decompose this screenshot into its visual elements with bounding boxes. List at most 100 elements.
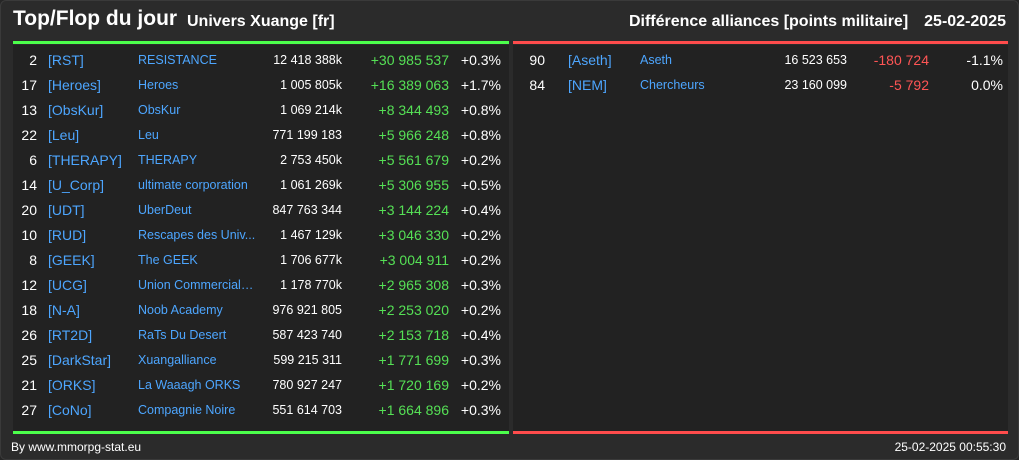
alliance-name-link[interactable]: Xuangalliance [138,353,217,367]
source-credit-link[interactable]: By www.mmorpg-stat.eu [11,440,142,454]
flop-divider-red [513,41,1008,44]
alliance-rank: 25 [21,352,37,368]
alliance-name-link[interactable]: ObsKur [138,103,181,117]
top-alliance-row: 10 [RUD] Rescapes des Univ... 1 467 129k +3 … [13,223,509,248]
alliance-points: 16 523 653 [784,53,847,67]
flop-bottom-divider-red [513,431,1008,434]
alliance-tag-link[interactable]: [N-A] [48,302,80,318]
alliance-percent-change: +0.3% [460,352,501,368]
alliance-rank: 8 [29,252,37,268]
alliance-name-link[interactable]: The GEEK [138,253,198,267]
alliance-rank: 27 [21,402,37,418]
alliance-tag-link[interactable]: [DarkStar] [48,352,112,368]
alliance-points-diff: -180 724 [873,52,929,68]
alliance-points: 1 178 770k [280,278,342,292]
alliance-tag-link[interactable]: [RST] [48,52,84,68]
alliance-percent-change: +1.7% [460,77,501,93]
alliance-points: 2 753 450k [280,153,342,167]
alliance-name-link[interactable]: Heroes [138,78,179,92]
alliance-points: 23 160 099 [784,78,847,92]
alliance-rank: 21 [21,377,37,393]
alliance-tag-link[interactable]: [THERAPY] [48,152,122,168]
top-alliance-row: 25 [DarkStar] Xuangalliance 599 215 311 +1 7… [13,348,509,373]
top-alliance-row: 6 [THERAPY] THERAPY 2 753 450k +5 561 679 +0.… [13,148,509,173]
alliance-points: 847 763 344 [272,203,342,217]
top-alliance-row: 17 [Heroes] Heroes 1 005 805k +16 389 063 +1.… [13,73,509,98]
alliance-tag-link[interactable]: [Heroes] [48,77,101,93]
alliance-tag-link[interactable]: [Aseth] [568,52,612,68]
alliance-points: 587 423 740 [272,328,342,342]
alliance-tag-link[interactable]: [Leu] [48,127,80,143]
alliance-tag-link[interactable]: [RUD] [48,227,87,243]
alliance-rank: 90 [529,52,545,68]
alliance-tag-link[interactable]: [U_Corp] [48,177,105,193]
alliance-name-link[interactable]: THERAPY [138,153,198,167]
alliance-points: 12 418 388k [273,53,342,67]
alliance-rank: 17 [21,77,37,93]
universe-subtitle: Univers Xuange [fr] [187,13,335,30]
alliance-points: 551 614 703 [272,403,342,417]
alliance-percent-change: +0.3% [460,277,501,293]
top-alliance-row: 27 [CoNo] Compagnie Noire 551 614 703 +1 664… [13,398,509,423]
alliance-points-diff: +5 561 679 [378,152,449,168]
ranking-heading: Différence alliances [points militaire] 2… [629,13,1006,31]
alliance-percent-change: -1.1% [966,52,1003,68]
alliance-points: 599 215 311 [273,353,342,367]
ranking-date: 25-02-2025 [924,13,1006,30]
alliance-name-link[interactable]: Noob Academy [138,303,223,317]
alliance-percent-change: +0.2% [460,152,501,168]
alliance-points: 1 061 269k [280,178,342,192]
alliance-percent-change: +0.8% [460,127,501,143]
alliance-name-link[interactable]: La Waaagh ORKS [138,378,241,392]
alliance-name-link[interactable]: Rescapes des Univ... [138,228,256,242]
alliance-tag-link[interactable]: [NEM] [568,77,607,93]
alliance-tag-link[interactable]: [GEEK] [48,252,95,268]
alliance-points: 771 199 183 [272,128,342,142]
alliance-tag-link[interactable]: [RT2D] [48,327,93,343]
alliance-percent-change: +0.3% [460,402,501,418]
alliance-tag-link[interactable]: [ObsKur] [48,102,104,118]
flop-alliance-row: 90 [Aseth] Aseth 16 523 653 -180 724 -1.1% [513,48,1008,73]
alliance-points-diff: +2 965 308 [378,277,449,293]
alliance-percent-change: +0.5% [460,177,501,193]
alliance-points: 1 467 129k [280,228,342,242]
top-alliance-row: 14 [U_Corp] ultimate corporation 1 061 269k… [13,173,509,198]
alliance-points-diff: +2 253 020 [378,302,449,318]
flop-alliances-panel: 90 [Aseth] Aseth 16 523 653 -180 724 -1.1% 84 [… [513,45,1008,431]
alliance-percent-change: +0.2% [460,227,501,243]
alliance-rank: 18 [21,302,37,318]
alliance-percent-change: +0.3% [460,52,501,68]
alliance-points-diff: +1 664 896 [378,402,449,418]
alliance-name-link[interactable]: Chercheurs [640,78,705,92]
alliance-tag-link[interactable]: [UDT] [48,202,85,218]
top-alliances-panel: 2 [RST] RESISTANCE 12 418 388k +30 985 537 +0… [13,45,509,431]
alliance-name-link[interactable]: UberDeut [138,203,192,217]
top-alliance-row: 22 [Leu] Leu 771 199 183 +5 966 248 +0.8% [13,123,509,148]
alliance-percent-change: +0.2% [460,377,501,393]
alliance-tag-link[interactable]: [CoNo] [48,402,92,418]
alliance-points-diff: +16 389 063 [370,77,449,93]
alliance-tag-link[interactable]: [UCG] [48,277,87,293]
alliance-name-link[interactable]: RESISTANCE [138,53,217,67]
alliance-name-link[interactable]: ultimate corporation [138,178,248,192]
alliance-points-diff: +30 985 537 [370,52,449,68]
top-divider-green [13,41,509,44]
alliance-name-link[interactable]: Union Commerciale... [138,278,258,292]
alliance-tag-link[interactable]: [ORKS] [48,377,96,393]
alliance-name-link[interactable]: Leu [138,128,159,142]
flop-alliance-row: 84 [NEM] Chercheurs 23 160 099 -5 792 0.0% [513,73,1008,98]
ranking-type-label: Différence alliances [points militaire] [628,13,909,30]
alliance-points: 1 069 214k [280,103,342,117]
alliance-points: 1 706 677k [280,253,342,267]
alliance-points-diff: +8 344 493 [378,102,449,118]
top-alliance-row: 2 [RST] RESISTANCE 12 418 388k +30 985 537 +0… [13,48,509,73]
top-alliance-row: 21 [ORKS] La Waaagh ORKS 780 927 247 +1 720 … [13,373,509,398]
alliance-percent-change: +0.4% [460,202,501,218]
alliance-percent-change: 0.0% [971,77,1003,93]
alliance-rank: 10 [21,227,37,243]
alliance-name-link[interactable]: RaTs Du Desert [138,328,227,342]
alliance-points-diff: +2 153 718 [378,327,449,343]
alliance-name-link[interactable]: Aseth [640,53,672,67]
top-alliance-row: 20 [UDT] UberDeut 847 763 344 +3 144 224 +0.4… [13,198,509,223]
alliance-name-link[interactable]: Compagnie Noire [138,403,236,417]
